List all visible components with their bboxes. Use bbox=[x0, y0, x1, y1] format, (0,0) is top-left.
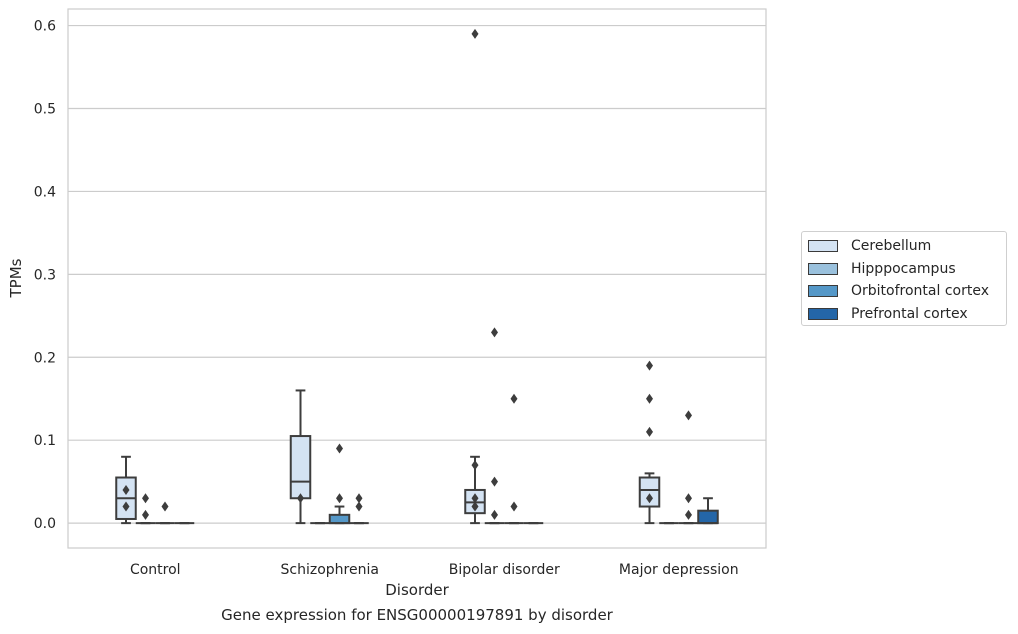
figure-caption: Gene expression for ENSG00000197891 by d… bbox=[221, 606, 613, 624]
box-orbitofrontal-cortex bbox=[155, 501, 175, 525]
legend-item: Cerebellum bbox=[808, 235, 1006, 258]
outlier-point bbox=[161, 501, 169, 512]
y-axis-ticks: 0.0 0.1 0.2 0.3 0.4 0.5 0.6 bbox=[34, 19, 56, 533]
outlier-point bbox=[510, 501, 518, 512]
box-iqr bbox=[289, 435, 312, 500]
outlier-point bbox=[471, 501, 479, 512]
box-orbitofrontal-cortex bbox=[678, 410, 699, 525]
box-cerebellum bbox=[638, 360, 661, 525]
box-orbitofrontal-cortex bbox=[504, 393, 524, 525]
outlier-point bbox=[336, 493, 343, 504]
legend-label: Orbitofrontal cortex bbox=[851, 283, 989, 300]
box-prefrontal-cortex bbox=[349, 493, 369, 525]
legend-swatch bbox=[808, 262, 838, 275]
box-iqr bbox=[697, 509, 719, 525]
outlier-point bbox=[491, 509, 498, 520]
legend-item: Hipppocampus bbox=[808, 258, 1006, 281]
plot-marks bbox=[115, 28, 719, 525]
y-tick-label: 0.5 bbox=[34, 102, 56, 118]
outlier-point bbox=[142, 493, 149, 504]
x-tick-label: Bipolar disorder bbox=[449, 562, 560, 578]
y-tick-label: 0.2 bbox=[34, 350, 56, 366]
outlier-point bbox=[646, 393, 653, 404]
outlier-point bbox=[355, 493, 363, 504]
box-cerebellum bbox=[289, 389, 312, 525]
gridlines bbox=[68, 24, 766, 524]
legend-label: Hipppocampus bbox=[851, 260, 956, 277]
outlier-point bbox=[297, 493, 304, 504]
y-tick-label: 0.0 bbox=[34, 516, 56, 532]
x-axis-ticks: Control Schizophrenia Bipolar disorder Majo… bbox=[130, 562, 739, 578]
legend-swatch bbox=[808, 307, 838, 320]
x-axis-label: Disorder bbox=[385, 581, 449, 599]
box-iqr bbox=[328, 513, 351, 525]
y-tick-label: 0.1 bbox=[34, 433, 56, 449]
box-orbitofrontal-cortex bbox=[328, 443, 351, 525]
x-tick-label: Schizophrenia bbox=[281, 562, 379, 578]
y-axis-label: TPMs bbox=[7, 258, 25, 298]
box-prefrontal-cortex bbox=[697, 497, 719, 525]
box-cerebellum bbox=[464, 28, 486, 525]
legend-swatch bbox=[808, 285, 838, 298]
x-tick-label: Control bbox=[130, 562, 181, 578]
outlier-point bbox=[646, 360, 653, 371]
box-iqr bbox=[638, 476, 661, 508]
box-cerebellum bbox=[115, 455, 137, 525]
outlier-point bbox=[355, 501, 363, 512]
outlier-point bbox=[510, 393, 518, 404]
legend-item: Prefrontal cortex bbox=[808, 303, 1006, 326]
outlier-point bbox=[646, 426, 653, 437]
outlier-point bbox=[122, 484, 130, 495]
x-tick-label: Major depression bbox=[619, 562, 739, 578]
outlier-point bbox=[491, 476, 498, 487]
box-hipppocampus bbox=[484, 327, 505, 525]
outlier-point bbox=[336, 443, 343, 454]
outlier-point bbox=[491, 327, 498, 338]
y-tick-label: 0.3 bbox=[34, 267, 56, 283]
legend: Cerebellum Hipppocampus Orbitofrontal cort… bbox=[801, 231, 1007, 326]
outlier-point bbox=[122, 501, 130, 512]
outlier-point bbox=[471, 28, 479, 39]
legend-label: Cerebellum bbox=[851, 238, 932, 255]
plot-frame bbox=[67, 8, 767, 549]
outlier-point bbox=[685, 410, 692, 421]
y-tick-label: 0.6 bbox=[34, 19, 56, 35]
outlier-point bbox=[471, 493, 479, 504]
outlier-point bbox=[685, 509, 692, 520]
outlier-point bbox=[685, 493, 692, 504]
outlier-point bbox=[142, 509, 149, 520]
legend-swatch bbox=[808, 240, 838, 253]
outlier-point bbox=[471, 460, 479, 471]
box-hipppocampus bbox=[135, 493, 156, 525]
y-tick-label: 0.4 bbox=[34, 184, 56, 200]
legend-item: Orbitofrontal cortex bbox=[808, 280, 1006, 303]
outlier-point bbox=[646, 493, 653, 504]
legend-label: Prefrontal cortex bbox=[851, 305, 968, 322]
